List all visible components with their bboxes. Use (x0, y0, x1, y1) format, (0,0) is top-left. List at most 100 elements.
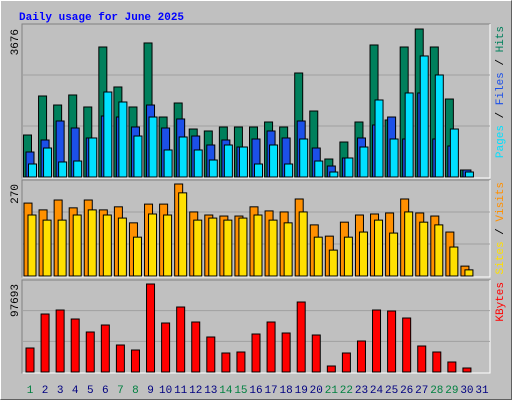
bar (419, 221, 429, 277)
bar (58, 161, 68, 178)
bar (374, 99, 384, 178)
legend-entry: Files (495, 72, 507, 105)
bar (87, 209, 97, 277)
x-tick-label: 20 (310, 385, 323, 397)
bar (449, 246, 459, 277)
x-tick-label: 18 (280, 385, 293, 397)
x-tick-label: 22 (340, 385, 353, 397)
bar (284, 163, 294, 178)
legend-entry: Sites (495, 241, 507, 274)
y-tick-label: 270 (10, 184, 22, 204)
x-tick-label: 27 (415, 385, 428, 397)
x-tick-label: 24 (370, 385, 384, 397)
bar (464, 269, 474, 277)
bar (163, 214, 173, 277)
bar (208, 217, 218, 277)
x-tick-label: 2 (42, 385, 49, 397)
legend-entry: Pages (495, 125, 507, 158)
bar (449, 128, 459, 178)
bar (296, 301, 306, 373)
bar (326, 365, 336, 373)
x-tick-label: 23 (355, 385, 368, 397)
bar (193, 149, 203, 178)
x-tick-label: 12 (189, 385, 202, 397)
bar (148, 213, 158, 277)
bar (148, 116, 158, 178)
bar (223, 219, 233, 277)
x-tick-label: 10 (159, 385, 172, 397)
bar (359, 146, 369, 178)
bar (254, 163, 263, 178)
bar (206, 336, 216, 373)
bar (266, 321, 276, 373)
bar (299, 138, 309, 178)
bar (417, 345, 427, 373)
bar (328, 249, 338, 277)
x-tick-label: 26 (400, 385, 413, 397)
bar (28, 163, 37, 178)
bar (251, 333, 261, 373)
x-tick-label: 28 (430, 385, 443, 397)
bar (236, 351, 246, 373)
x-tick-label: 14 (219, 385, 233, 397)
bar (25, 347, 35, 373)
bar (404, 92, 414, 178)
bar (88, 137, 98, 178)
bar (298, 211, 308, 277)
legend: Sites / Visits (495, 182, 507, 274)
bar (146, 283, 156, 373)
x-tick-label: 29 (445, 385, 458, 397)
legend-entry: Visits (495, 182, 507, 222)
x-tick-label: 17 (264, 385, 277, 397)
x-tick-label: 3 (57, 385, 64, 397)
bar (447, 361, 457, 373)
bar (208, 159, 218, 178)
bar (311, 334, 321, 373)
y-tick-label: 97693 (10, 284, 22, 317)
bar (161, 322, 171, 373)
bar (238, 146, 248, 178)
bar (389, 232, 399, 277)
x-tick-label: 21 (325, 385, 339, 397)
bar (329, 171, 339, 178)
bar (57, 219, 67, 277)
bar (402, 317, 412, 373)
bar (253, 214, 263, 277)
x-tick-label: 1 (27, 385, 34, 397)
bar (133, 135, 143, 178)
bar (117, 217, 127, 277)
x-tick-label: 30 (460, 385, 473, 397)
bar (102, 214, 112, 277)
bar (313, 236, 323, 277)
bar (344, 157, 354, 178)
bar (389, 138, 399, 178)
bar (178, 192, 188, 277)
bar (434, 224, 444, 277)
y-tick-label: 3676 (10, 29, 22, 55)
x-tick-label: 19 (295, 385, 308, 397)
bar (72, 214, 82, 277)
bar (434, 74, 444, 178)
x-tick-label: 11 (174, 385, 188, 397)
legend-separator: / (495, 105, 507, 125)
chart-title: Daily usage for June 2025 (19, 12, 184, 24)
bar (464, 171, 474, 178)
bar (176, 306, 186, 373)
x-tick-label: 6 (102, 385, 109, 397)
bar (238, 217, 248, 277)
bar (372, 309, 382, 373)
x-tick-label: 31 (475, 385, 489, 397)
bar (193, 219, 203, 277)
bar (103, 91, 113, 178)
bar (55, 309, 65, 373)
bar (314, 160, 324, 178)
bar (221, 352, 231, 373)
legend-entry: Hits (495, 26, 507, 52)
bar (118, 101, 128, 178)
x-tick-label: 15 (234, 385, 247, 397)
bar (343, 236, 353, 277)
bar (132, 236, 142, 277)
bar (358, 231, 368, 277)
